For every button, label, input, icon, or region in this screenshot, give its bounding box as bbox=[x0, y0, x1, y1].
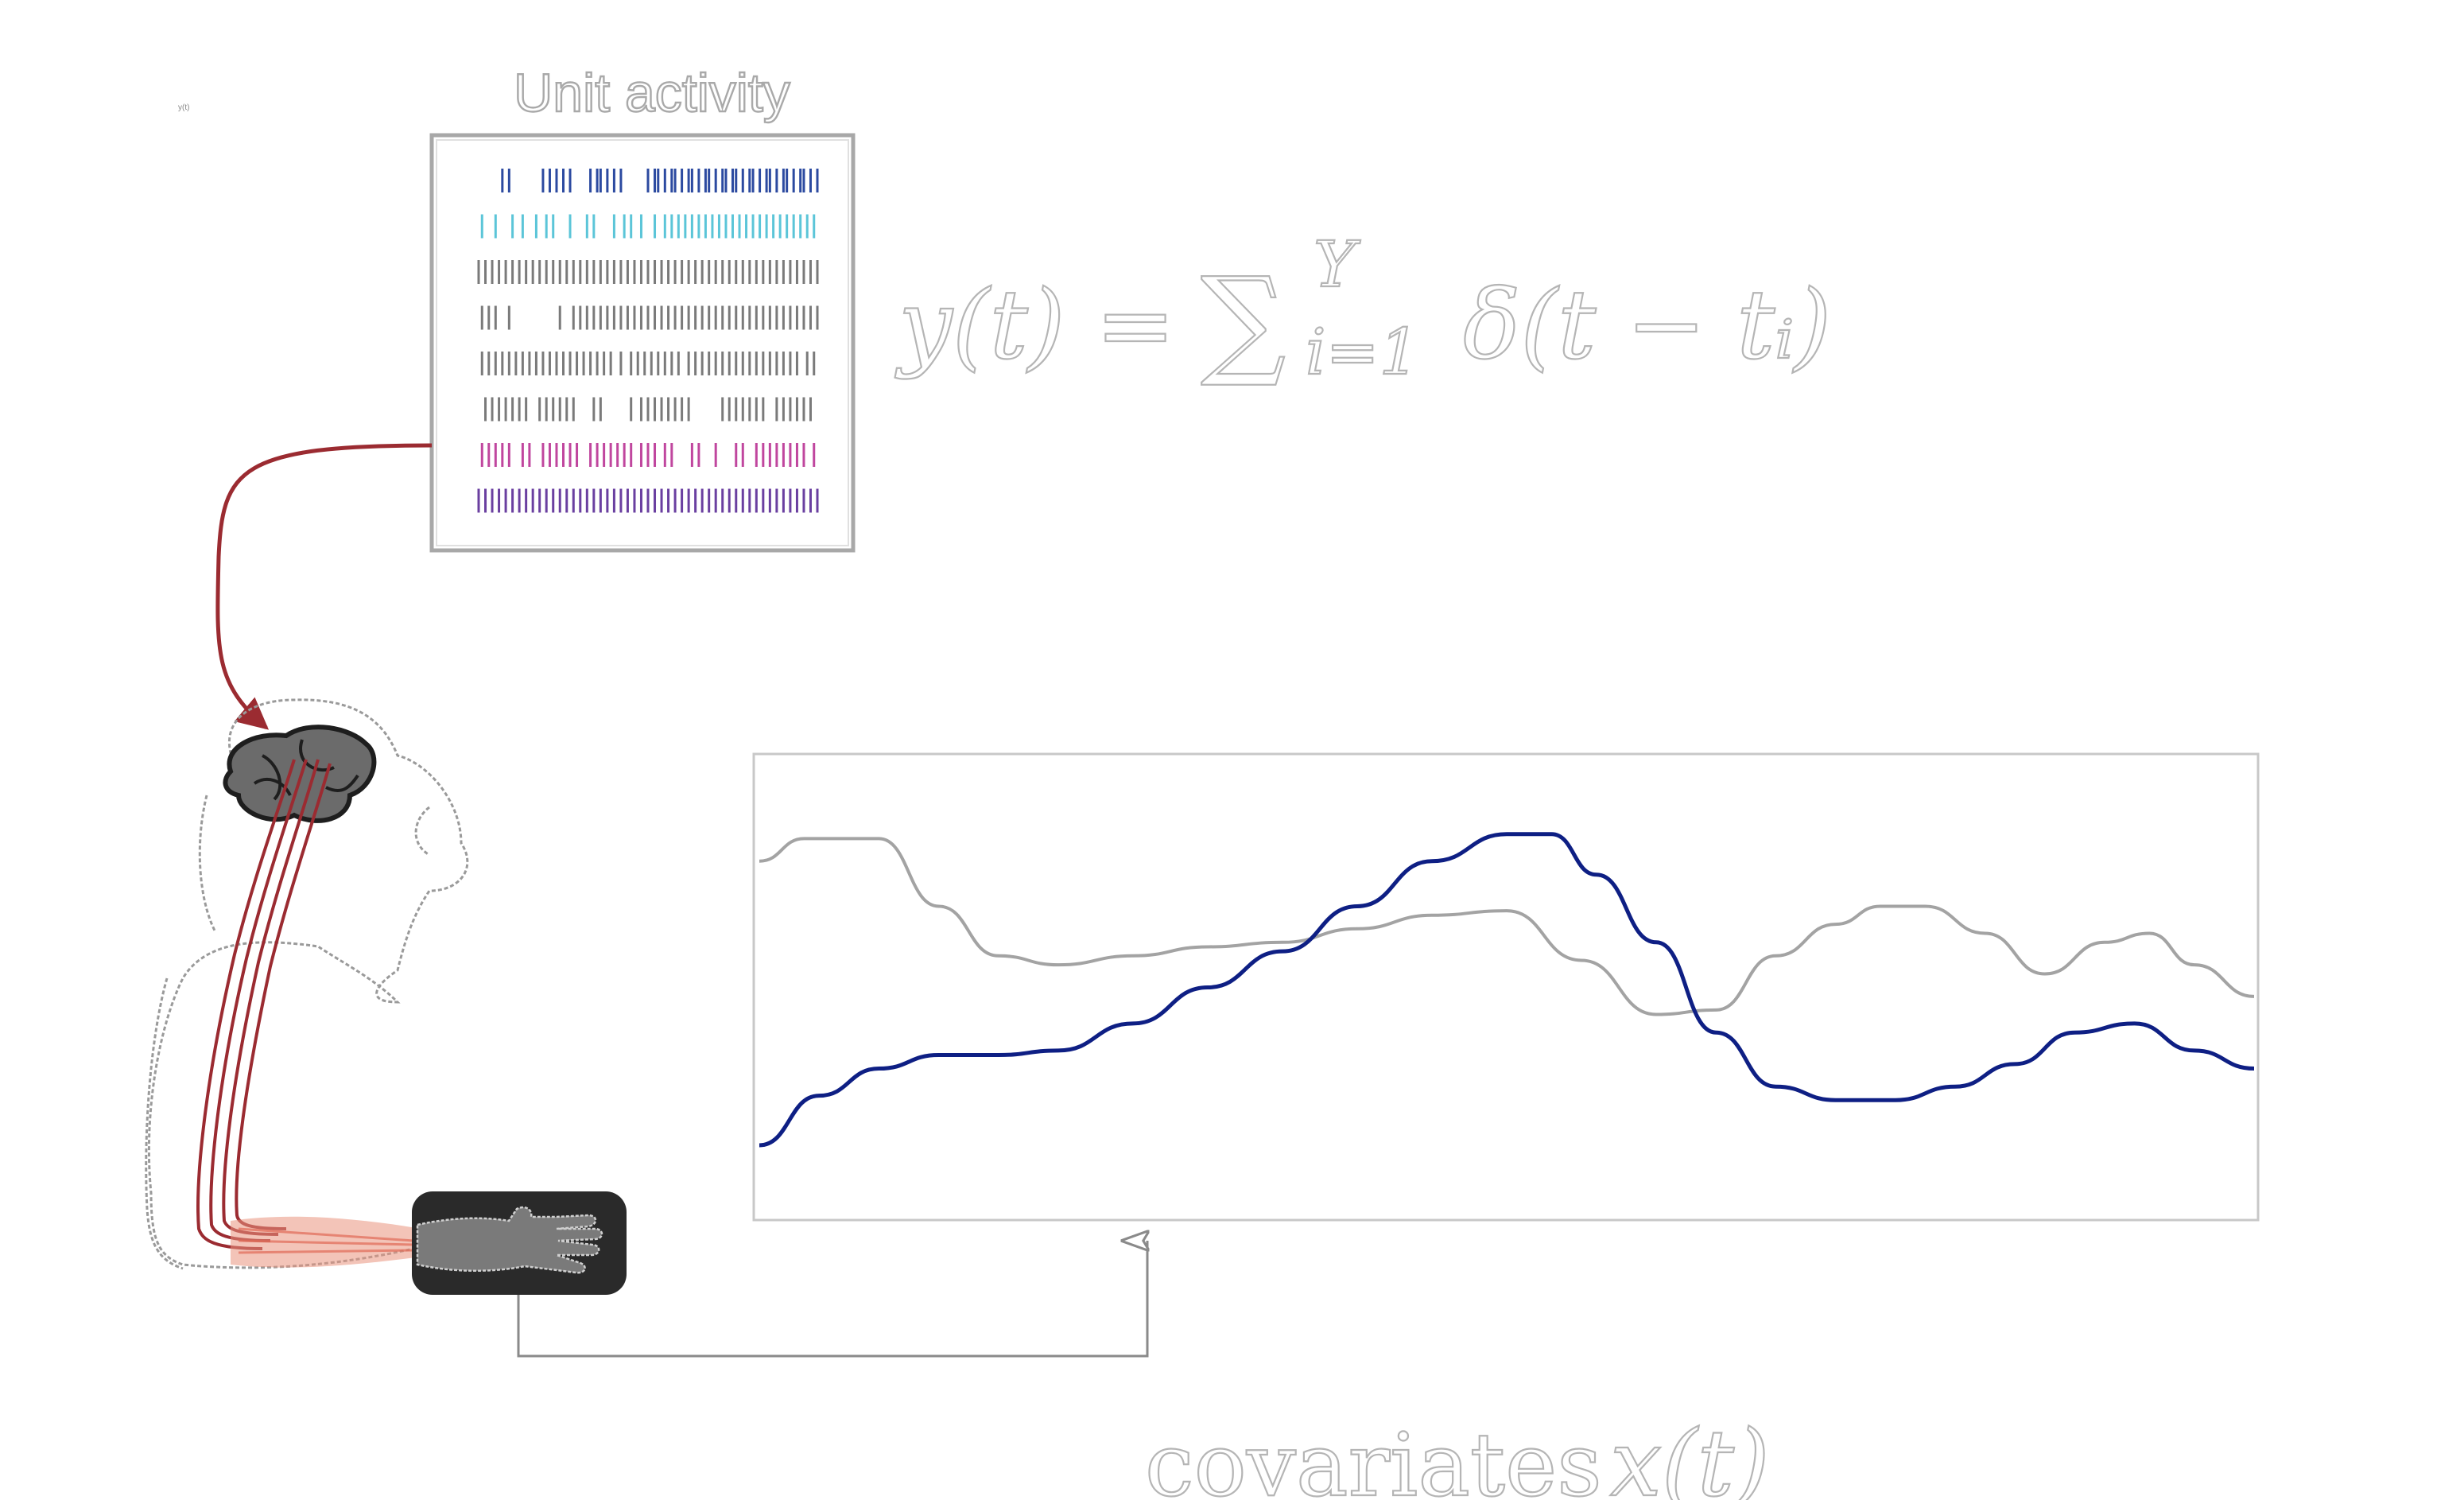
covariate-panel bbox=[752, 752, 2260, 1222]
raster-title: Unit activity bbox=[514, 63, 790, 123]
tiny-label: y(t) bbox=[178, 103, 189, 112]
covariates-label: covariates x(t) bbox=[1144, 1410, 1771, 1500]
hand-recording-box bbox=[412, 1191, 627, 1295]
covariate-trace bbox=[759, 832, 2255, 1148]
covariate-trace bbox=[759, 837, 2255, 1016]
raster-row bbox=[480, 305, 819, 330]
raster-panel-inner bbox=[436, 139, 849, 546]
hand-icon bbox=[416, 1206, 603, 1274]
covariates-word: covariates bbox=[1145, 1414, 1602, 1500]
raster-row bbox=[484, 397, 812, 422]
equation-upper-limit: Y bbox=[1313, 227, 1361, 301]
spike-raster bbox=[477, 169, 819, 513]
raster-row bbox=[480, 214, 816, 239]
raster-row bbox=[480, 352, 816, 375]
brain-icon bbox=[223, 725, 377, 823]
covariate-traces bbox=[759, 832, 2255, 1148]
spike-train-equation: y(t) = ∑ Y i=1 δ(t − tᵢ) bbox=[894, 227, 1833, 391]
raster-row bbox=[501, 169, 819, 192]
raster-row bbox=[480, 443, 816, 467]
equation-lhs: y(t) = bbox=[894, 270, 1175, 381]
raster-panel bbox=[429, 133, 856, 553]
electrode-wires bbox=[196, 759, 332, 1250]
covariates-symbol: x(t) bbox=[1610, 1411, 1770, 1500]
raster-row bbox=[477, 260, 819, 284]
raster-row bbox=[477, 488, 819, 513]
equation-body: δ(t − tᵢ) bbox=[1463, 270, 1831, 381]
equation-lower-limit: i=1 bbox=[1306, 315, 1420, 389]
recording-connector bbox=[215, 443, 433, 730]
equation-sum-symbol: ∑ bbox=[1201, 252, 1286, 391]
forearm-muscle bbox=[231, 1216, 421, 1268]
monkey-silhouette-icon bbox=[145, 698, 469, 1270]
covariate-connector bbox=[517, 1241, 1147, 1358]
